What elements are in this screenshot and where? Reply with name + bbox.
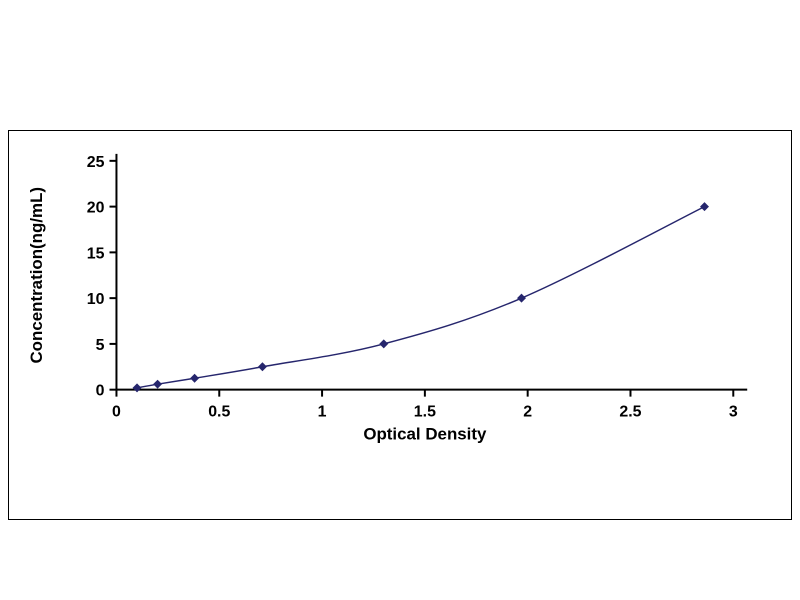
y-tick-label: 0 xyxy=(96,383,105,400)
x-tick-label: 1 xyxy=(318,404,327,421)
data-point-marker xyxy=(517,293,526,303)
x-tick-label: 2.5 xyxy=(619,404,641,421)
x-tick-label: 0.5 xyxy=(208,404,230,421)
data-point-marker xyxy=(700,202,709,212)
standard-curve-chart: 0 0.5 1 1.5 2 2.5 3 0 5 10 15 20 25 Concentration(ng… xyxy=(27,154,748,443)
series-line xyxy=(136,205,705,389)
y-tick-label: 15 xyxy=(87,245,105,262)
chart-plot: 0 0.5 1 1.5 2 2.5 3 0 5 10 15 20 25 xyxy=(87,154,748,421)
x-tick-label: 2 xyxy=(523,404,532,421)
data-point-marker xyxy=(379,339,389,349)
data-point-marker xyxy=(132,383,142,393)
y-tick-label: 20 xyxy=(87,200,105,217)
y-tick-label: 25 xyxy=(87,154,105,171)
y-tick-label: 5 xyxy=(96,337,105,354)
x-axis-title: Optical Density xyxy=(363,424,487,443)
chart-frame: 0 0.5 1 1.5 2 2.5 3 0 5 10 15 20 25 Concentration(ng… xyxy=(8,130,792,520)
data-point-marker xyxy=(153,379,163,389)
y-tick-label: 10 xyxy=(87,291,105,308)
x-tick-label: 1.5 xyxy=(414,404,436,421)
x-tick-label: 0 xyxy=(112,404,121,421)
x-tick-label: 3 xyxy=(729,404,738,421)
data-point-marker xyxy=(190,373,200,383)
y-axis-title: Concentration(ng/mL) xyxy=(27,187,46,364)
data-point-marker xyxy=(257,362,267,372)
